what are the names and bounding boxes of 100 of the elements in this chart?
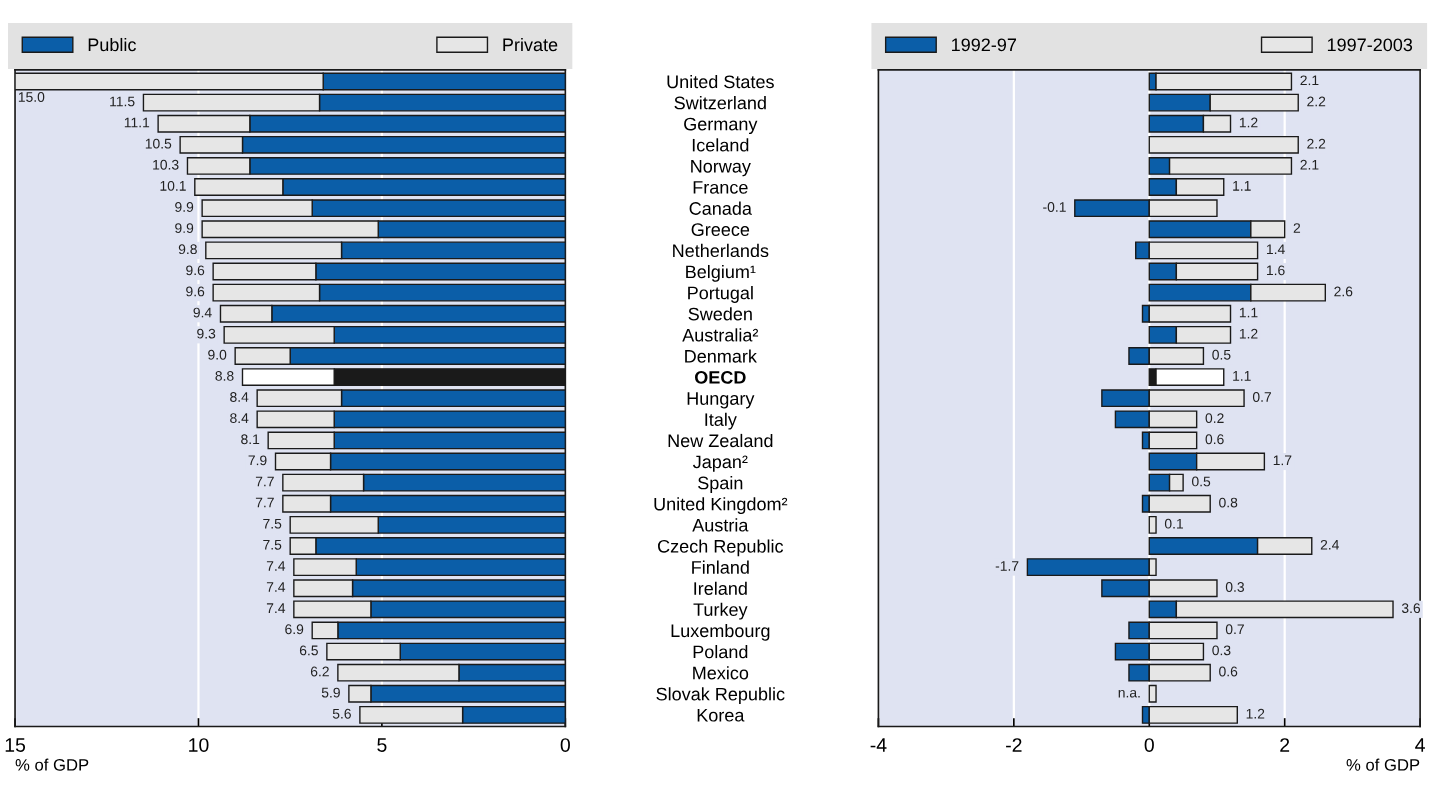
total-label: 9.3 (197, 328, 216, 339)
total-label: 7.5 (263, 518, 282, 529)
bar (1148, 515, 1157, 534)
total-label: 2.1 (1300, 159, 1319, 170)
total-label: 8.4 (230, 413, 249, 424)
x-tick-label: 15 (5, 738, 26, 752)
x-axis-title: % of GDP (1346, 758, 1420, 771)
total-label: 1.4 (1266, 244, 1285, 254)
total-label: 0.2 (1205, 413, 1224, 424)
y-tick-label: Slovak Republic (656, 687, 785, 705)
total-label: 1.6 (1266, 265, 1285, 276)
total-label: -0.1 (1043, 202, 1066, 212)
x-tick-label: 0 (1144, 738, 1154, 752)
y-tick-label: Hungary (687, 392, 755, 409)
y-tick-label: Mexico (693, 666, 749, 680)
total-label: 8.8 (215, 370, 234, 381)
x-tick-label: 0 (560, 738, 570, 752)
y-tick-label: United Kingdom² (654, 497, 788, 515)
total-label: 2.1 (1300, 75, 1319, 86)
total-label: 10.5 (145, 138, 172, 149)
y-tick-label: Denmark (685, 349, 757, 363)
total-label: 2.4 (1320, 539, 1339, 550)
y-tick-label: Greece (691, 223, 750, 236)
total-label: 11.5 (110, 96, 135, 107)
bar (1148, 135, 1299, 154)
y-tick-label: Spain (698, 476, 743, 493)
legend-label: 1992-97 (952, 38, 1017, 52)
x-tick-label: 10 (189, 738, 209, 752)
total-label: 10.3 (153, 159, 179, 170)
total-label: 9.6 (186, 286, 205, 297)
y-tick-label: Canada (689, 201, 752, 215)
x-tick-label: -4 (870, 738, 887, 752)
total-label: 1.7 (1273, 455, 1292, 466)
total-label: 7.4 (266, 561, 286, 571)
y-tick-label: Portugal (688, 286, 753, 303)
total-label: 2.6 (1334, 286, 1353, 297)
bar (1148, 684, 1157, 703)
total-label: 7.4 (266, 603, 286, 613)
y-tick-label: Sweden (688, 307, 752, 321)
legend-label: Private (503, 37, 558, 52)
total-label: 0.3 (1225, 582, 1245, 592)
total-label: 0.5 (1212, 349, 1231, 360)
x-tick-label: -2 (1006, 738, 1022, 752)
total-label: 7.7 (255, 476, 274, 487)
y-tick-label: Luxembourg (671, 623, 770, 641)
total-label: 15.0 (18, 92, 45, 102)
total-label: 8.4 (230, 392, 249, 402)
total-label: 0.8 (1219, 497, 1238, 508)
total-label: 7.7 (255, 497, 274, 508)
total-label: 9.4 (193, 307, 212, 318)
y-tick-label: Belgium¹ (686, 264, 756, 282)
y-tick-label: Turkey (693, 602, 748, 620)
x-tick-label: 5 (377, 738, 387, 752)
total-label: 0.7 (1225, 624, 1244, 635)
y-tick-label: France (693, 181, 748, 194)
y-tick-label: Netherlands (673, 243, 769, 258)
x-tick-label: 4 (1415, 738, 1425, 752)
total-label: 1.1 (1239, 307, 1258, 318)
y-tick-label: New Zealand (668, 433, 773, 448)
total-label: 8.1 (241, 434, 260, 445)
total-label: 0.6 (1205, 434, 1224, 445)
total-label: 7.4 (266, 582, 286, 592)
total-label: 5.9 (321, 687, 340, 698)
total-label: 6.9 (285, 624, 304, 635)
y-tick-label: Norway (691, 160, 751, 177)
y-tick-label: Ireland (694, 581, 747, 595)
total-label: 9.8 (178, 244, 197, 255)
total-label: 6.2 (310, 666, 329, 677)
legend-label: Public (88, 37, 136, 52)
total-label: 1.2 (1239, 117, 1258, 128)
y-tick-label: OECD (694, 371, 746, 384)
y-tick-label: Iceland (692, 138, 749, 152)
total-label: 2.2 (1307, 96, 1326, 107)
y-tick-label: Australia² (682, 328, 759, 342)
y-tick-label: Finland (692, 560, 749, 574)
total-label: 9.9 (175, 223, 194, 234)
legend-label: 1997-2003 (1327, 38, 1413, 52)
total-label: 7.9 (248, 455, 267, 466)
total-label: 11.1 (124, 117, 150, 128)
total-label: 5.6 (332, 708, 351, 719)
total-label: 1.2 (1239, 328, 1258, 339)
y-tick-label: Czech Republic (658, 539, 784, 557)
total-label: 3.6 (1401, 603, 1421, 614)
total-label: 0.1 (1164, 518, 1183, 529)
y-tick-label: Japan² (693, 455, 748, 472)
total-label: 1.2 (1246, 708, 1265, 719)
total-label: n.a. (1118, 689, 1140, 698)
y-tick-label: Switzerland (674, 96, 766, 110)
y-tick-label: Poland (693, 645, 748, 659)
total-label: 0.3 (1212, 645, 1231, 656)
total-label: 7.5 (263, 540, 282, 550)
y-tick-label: Korea (697, 709, 745, 722)
total-label: 6.5 (299, 645, 318, 656)
total-label: 0.5 (1192, 476, 1211, 487)
total-label: 0.7 (1252, 392, 1271, 402)
total-label: 9.9 (175, 202, 194, 212)
total-label: 1.1 (1233, 371, 1251, 381)
total-label: 0.6 (1219, 666, 1238, 677)
x-tick-label: 2 (1280, 738, 1290, 752)
total-label: 1.1 (1233, 181, 1251, 191)
